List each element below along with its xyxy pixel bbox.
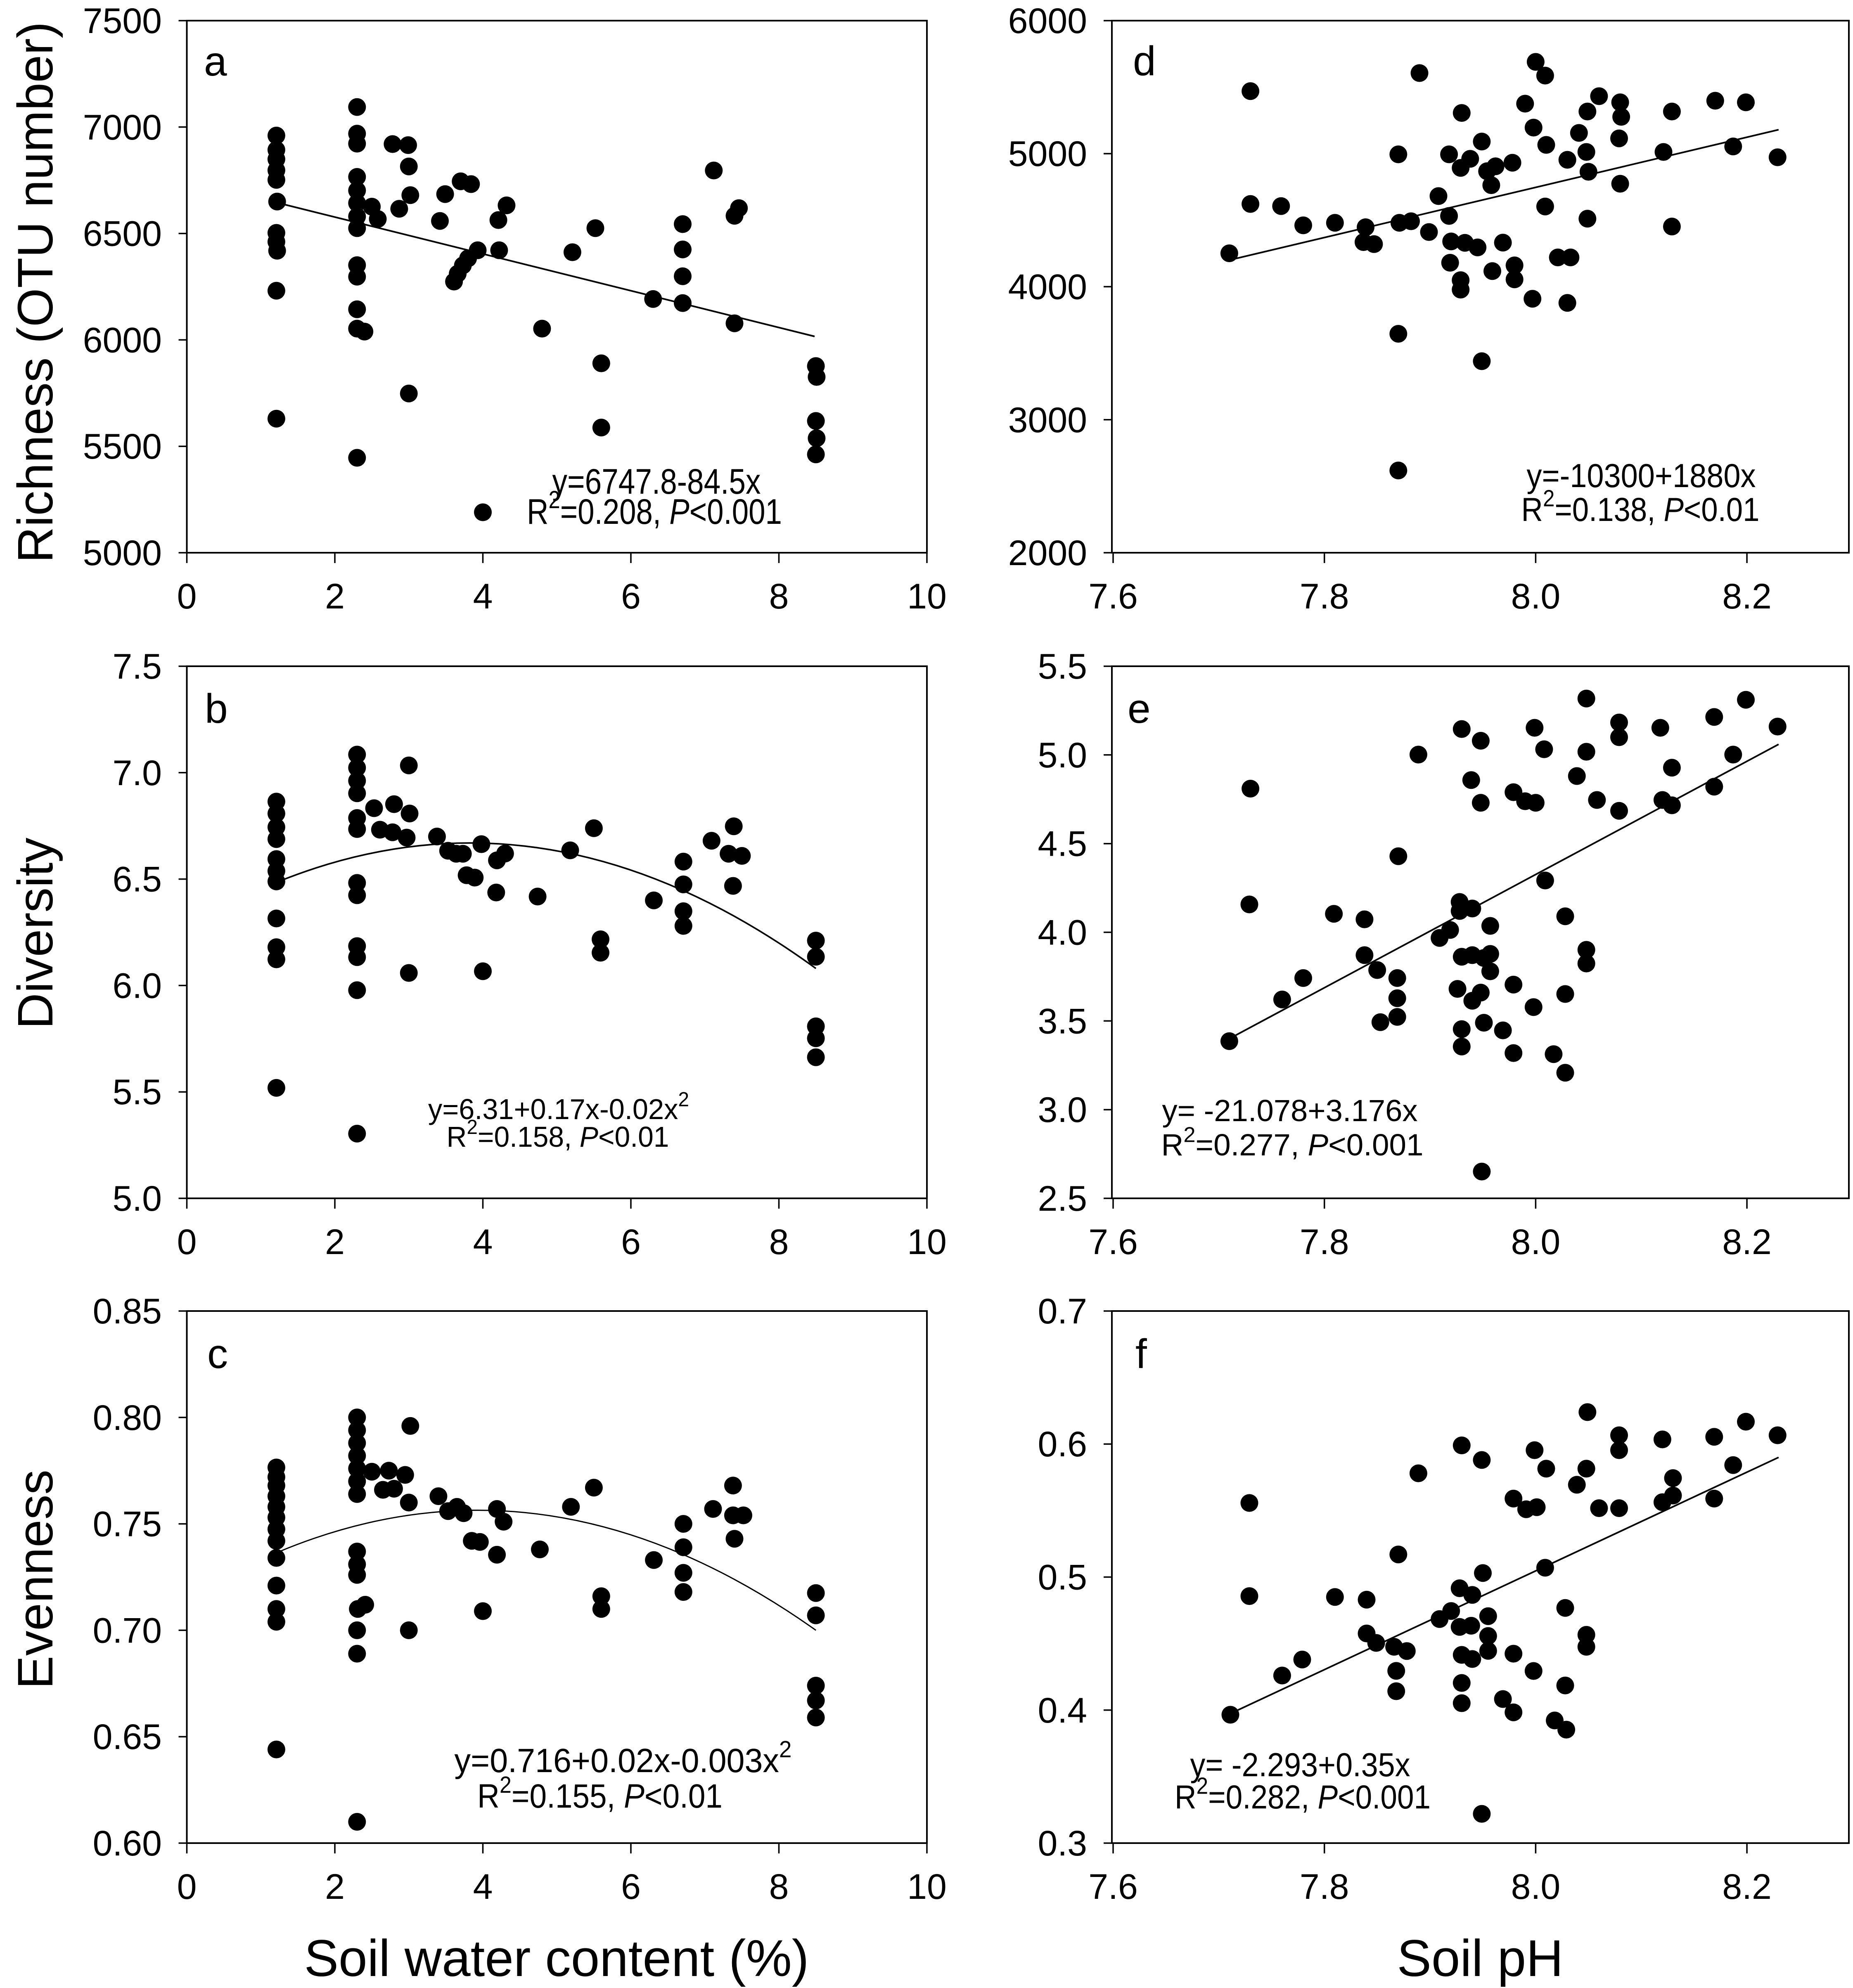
svg-text:8.2: 8.2 <box>1722 1222 1772 1262</box>
svg-text:Soil water content (%): Soil water content (%) <box>304 1930 809 1987</box>
svg-text:6000: 6000 <box>83 320 162 360</box>
svg-text:8.0: 8.0 <box>1511 577 1561 616</box>
svg-text:Soil pH: Soil pH <box>1397 1930 1564 1987</box>
svg-text:8.0: 8.0 <box>1511 1222 1561 1262</box>
svg-text:4: 4 <box>473 1222 493 1262</box>
svg-text:5000: 5000 <box>83 533 162 573</box>
svg-text:Diversity: Diversity <box>7 838 63 1029</box>
svg-text:6: 6 <box>621 1222 641 1262</box>
svg-text:10: 10 <box>907 577 947 616</box>
svg-text:0.3: 0.3 <box>1038 1824 1087 1863</box>
svg-text:5.5: 5.5 <box>1038 647 1087 686</box>
svg-text:7.5: 7.5 <box>112 647 162 686</box>
svg-text:3.5: 3.5 <box>1038 1001 1087 1041</box>
svg-text:4: 4 <box>473 577 493 616</box>
svg-text:d: d <box>1133 38 1156 84</box>
svg-text:R2=0.208, P<0.001: R2=0.208, P<0.001 <box>527 486 782 531</box>
svg-text:a: a <box>204 38 227 85</box>
svg-text:0.7: 0.7 <box>1038 1292 1087 1331</box>
svg-text:R2=0.277, P<0.001: R2=0.277, P<0.001 <box>1161 1123 1423 1162</box>
svg-text:c: c <box>207 1331 228 1377</box>
svg-text:4000: 4000 <box>1008 267 1087 307</box>
svg-text:8: 8 <box>769 577 789 616</box>
svg-text:0: 0 <box>177 577 197 616</box>
svg-text:10: 10 <box>907 1867 947 1907</box>
svg-text:7.0: 7.0 <box>112 753 162 793</box>
svg-text:y=6747.8-84.5x: y=6747.8-84.5x <box>552 462 761 501</box>
svg-text:8: 8 <box>769 1867 789 1907</box>
svg-text:y=-10300+1880x: y=-10300+1880x <box>1526 457 1756 495</box>
svg-text:6000: 6000 <box>1008 1 1087 41</box>
svg-text:8.0: 8.0 <box>1511 1867 1561 1907</box>
svg-text:7.6: 7.6 <box>1088 1867 1138 1907</box>
svg-text:7.8: 7.8 <box>1300 1867 1349 1907</box>
svg-text:2: 2 <box>325 1867 345 1907</box>
svg-text:8.2: 8.2 <box>1722 1867 1772 1907</box>
svg-text:0.4: 0.4 <box>1038 1691 1087 1730</box>
svg-text:f: f <box>1135 1331 1147 1377</box>
svg-text:0.60: 0.60 <box>93 1824 162 1863</box>
svg-text:5.5: 5.5 <box>112 1072 162 1112</box>
svg-text:0.5: 0.5 <box>1038 1558 1087 1598</box>
svg-text:y= -21.078+3.176x: y= -21.078+3.176x <box>1162 1093 1418 1128</box>
svg-text:7.8: 7.8 <box>1300 1222 1349 1262</box>
svg-text:7000: 7000 <box>83 108 162 147</box>
svg-text:0.80: 0.80 <box>93 1398 162 1438</box>
svg-text:7.6: 7.6 <box>1088 577 1138 616</box>
svg-text:R2=0.155, P<0.01: R2=0.155, P<0.01 <box>477 1772 723 1815</box>
svg-text:5500: 5500 <box>83 427 162 466</box>
svg-text:7.6: 7.6 <box>1088 1222 1138 1262</box>
svg-text:0.65: 0.65 <box>93 1717 162 1757</box>
svg-text:0: 0 <box>177 1867 197 1907</box>
svg-text:6: 6 <box>621 577 641 616</box>
svg-text:4: 4 <box>473 1867 493 1907</box>
svg-text:6.5: 6.5 <box>112 860 162 899</box>
svg-text:R2=0.282, P<0.001: R2=0.282, P<0.001 <box>1175 1773 1431 1816</box>
svg-text:2: 2 <box>325 577 345 616</box>
svg-text:3000: 3000 <box>1008 400 1087 440</box>
svg-text:R2=0.158, P<0.01: R2=0.158, P<0.01 <box>447 1116 669 1153</box>
svg-text:0.85: 0.85 <box>93 1292 162 1331</box>
svg-text:0: 0 <box>177 1222 197 1262</box>
svg-text:5.0: 5.0 <box>112 1179 162 1219</box>
svg-text:6: 6 <box>621 1867 641 1907</box>
svg-text:8.2: 8.2 <box>1722 577 1772 616</box>
svg-text:6500: 6500 <box>83 214 162 254</box>
svg-text:6.0: 6.0 <box>112 966 162 1006</box>
svg-text:2000: 2000 <box>1008 533 1087 573</box>
svg-text:4.5: 4.5 <box>1038 824 1087 864</box>
svg-text:3.0: 3.0 <box>1038 1090 1087 1130</box>
svg-text:10: 10 <box>907 1222 947 1262</box>
svg-text:0.75: 0.75 <box>93 1505 162 1544</box>
svg-text:y=6.31+0.17x-0.02x2: y=6.31+0.17x-0.02x2 <box>428 1089 689 1125</box>
svg-text:7500: 7500 <box>83 1 162 41</box>
svg-text:4.0: 4.0 <box>1038 913 1087 953</box>
svg-text:R2=0.138, P<0.01: R2=0.138, P<0.01 <box>1521 485 1760 528</box>
svg-text:y= -2.293+0.35x: y= -2.293+0.35x <box>1190 1747 1410 1784</box>
svg-text:5.0: 5.0 <box>1038 736 1087 775</box>
svg-text:Richness (OTU number): Richness (OTU number) <box>7 21 63 563</box>
svg-text:8: 8 <box>769 1222 789 1262</box>
svg-text:e: e <box>1128 686 1151 732</box>
svg-text:2.5: 2.5 <box>1038 1179 1087 1219</box>
svg-text:5000: 5000 <box>1008 134 1087 174</box>
svg-text:7.8: 7.8 <box>1300 577 1349 616</box>
svg-text:0.70: 0.70 <box>93 1611 162 1650</box>
svg-text:b: b <box>205 686 228 732</box>
svg-text:Evenness: Evenness <box>7 1470 63 1689</box>
svg-text:0.6: 0.6 <box>1038 1425 1087 1464</box>
svg-text:2: 2 <box>325 1222 345 1262</box>
svg-text:y=0.716+0.02x-0.003x2: y=0.716+0.02x-0.003x2 <box>455 1736 792 1780</box>
